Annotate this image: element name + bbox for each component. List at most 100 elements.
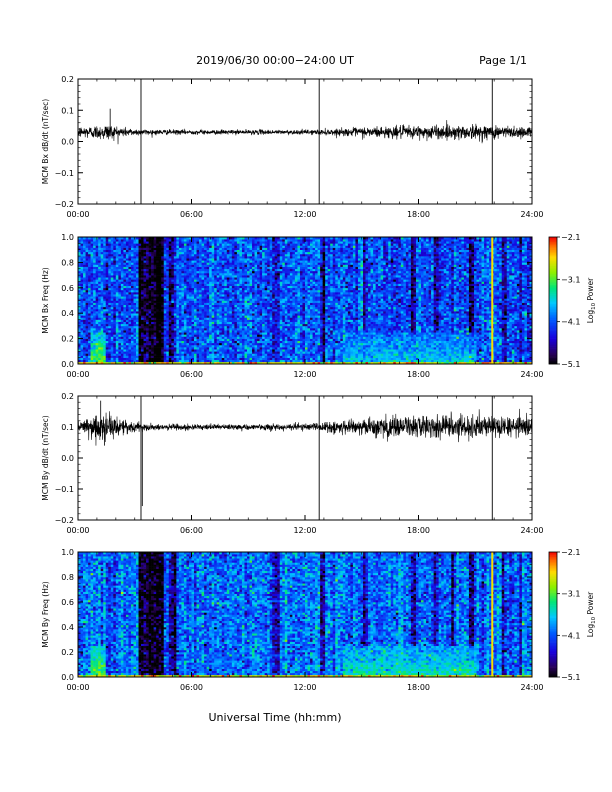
spectrogram-cell: [161, 287, 165, 291]
spectrogram-cell: [252, 357, 255, 361]
spectrogram-cell: [156, 296, 160, 299]
spectrogram-cell: [216, 256, 220, 259]
spectrogram-cell: [115, 349, 119, 352]
spectrogram-cell: [186, 279, 190, 282]
spectrogram-cell: [216, 313, 220, 316]
spectrogram-cell: [80, 330, 84, 333]
spectrogram-cell: [163, 311, 167, 314]
spectrogram-cell: [158, 275, 162, 278]
spectrogram-cell: [151, 359, 154, 363]
spectrogram-cell: [254, 262, 258, 265]
spectrogram-cell: [130, 347, 134, 350]
spectrogram-cell: [173, 289, 177, 293]
spectrogram-cell: [211, 355, 215, 358]
spectrogram-cell: [194, 264, 197, 267]
spectrogram-cell: [214, 294, 218, 297]
spectrogram-cell: [163, 336, 167, 339]
spectrogram-cell: [78, 292, 81, 295]
spectrogram-cell: [90, 253, 94, 257]
spectrogram-cell: [128, 355, 132, 358]
spectrogram-cell: [148, 325, 152, 329]
spectrogram-cell: [226, 349, 230, 352]
spectrogram-cell: [176, 296, 180, 299]
spectrogram-cell: [105, 237, 109, 240]
spectrogram-cell: [272, 308, 276, 312]
spectrogram-cell: [264, 237, 268, 240]
spectrogram-cell: [95, 279, 99, 282]
spectrogram-cell: [282, 342, 286, 346]
spectrogram-cell: [249, 317, 253, 320]
spectrogram-cell: [141, 260, 144, 263]
spectrogram-cell: [206, 239, 210, 242]
spectrogram-cell: [274, 239, 278, 242]
spectrogram-cell: [236, 298, 240, 301]
spectrogram-cell: [226, 294, 230, 297]
spectrogram-cell: [168, 304, 172, 308]
spectrogram-cell: [224, 239, 228, 242]
spectrogram-cell: [128, 319, 132, 322]
spectrogram-cell: [158, 285, 162, 289]
spectrogram-cell: [194, 347, 197, 350]
spectrogram-cell: [125, 270, 129, 274]
spectrogram-cell: [146, 239, 149, 242]
spectrogram-cell: [178, 308, 182, 312]
spectrogram-cell: [80, 302, 84, 306]
spectrogram-cell: [156, 313, 160, 316]
spectrogram-cell: [138, 275, 142, 278]
spectrogram-cell: [120, 361, 124, 365]
spectrogram-cell: [151, 243, 154, 246]
spectrogram-cell: [183, 256, 187, 259]
spectrogram-cell: [171, 277, 175, 280]
spectrogram-cell: [226, 256, 230, 259]
spectrogram-cell: [231, 355, 235, 358]
spectrogram-cell: [125, 253, 129, 257]
spectrogram-cell: [100, 292, 104, 295]
spectrogram-cell: [103, 292, 107, 295]
spectrogram-cell: [262, 325, 265, 329]
spectrogram-cell: [103, 334, 107, 337]
spectrogram-cell: [153, 283, 157, 286]
spectrogram-cell: [173, 306, 177, 310]
spectrogram-cell: [236, 311, 240, 314]
spectrogram-cell: [83, 359, 86, 363]
spectrogram-cell: [125, 237, 129, 240]
spectrogram-cell: [259, 277, 263, 280]
spectrogram-cell: [254, 270, 258, 274]
spectrogram-cell: [234, 359, 238, 363]
spectrogram-cell: [221, 275, 225, 278]
spectrogram-cell: [257, 313, 260, 316]
spectrogram-cell: [103, 344, 107, 348]
spectrogram-cell: [259, 357, 263, 361]
spectrogram-cell: [146, 251, 149, 255]
spectrogram-cell: [274, 277, 278, 280]
spectrogram-cell: [181, 313, 185, 316]
spectrogram-cell: [163, 357, 167, 361]
spectrogram-cell: [176, 313, 180, 316]
spectrogram-cell: [125, 268, 129, 272]
spectrogram-cell: [194, 289, 197, 293]
spectrogram-cell: [264, 319, 268, 322]
spectrogram-cell: [181, 258, 185, 261]
spectrogram-cell: [231, 268, 235, 272]
spectrogram-cell: [201, 355, 205, 358]
spectrogram-cell: [108, 342, 112, 346]
spectrogram-cell: [95, 330, 99, 333]
spectrogram-cell: [221, 258, 225, 261]
spectrogram-cell: [168, 272, 172, 276]
spectrogram-cell: [241, 277, 245, 280]
spectrogram-cell: [196, 347, 200, 350]
spectrogram-cell: [194, 245, 197, 248]
spectrogram-cell: [188, 277, 192, 280]
spectrogram-cell: [259, 347, 263, 350]
spectrogram-cell: [143, 319, 147, 322]
spectrogram-cell: [246, 342, 250, 346]
spectrogram-cell: [219, 315, 223, 318]
spectrogram-cell: [83, 292, 86, 295]
spectrogram-cell: [206, 321, 210, 325]
spectrogram-cell: [254, 281, 258, 284]
spectrogram-cell: [158, 279, 162, 282]
spectrogram-cell: [206, 262, 210, 265]
spectrogram-cell: [85, 344, 89, 348]
spectrogram-cell: [105, 342, 109, 346]
spectrogram-cell: [118, 241, 122, 244]
